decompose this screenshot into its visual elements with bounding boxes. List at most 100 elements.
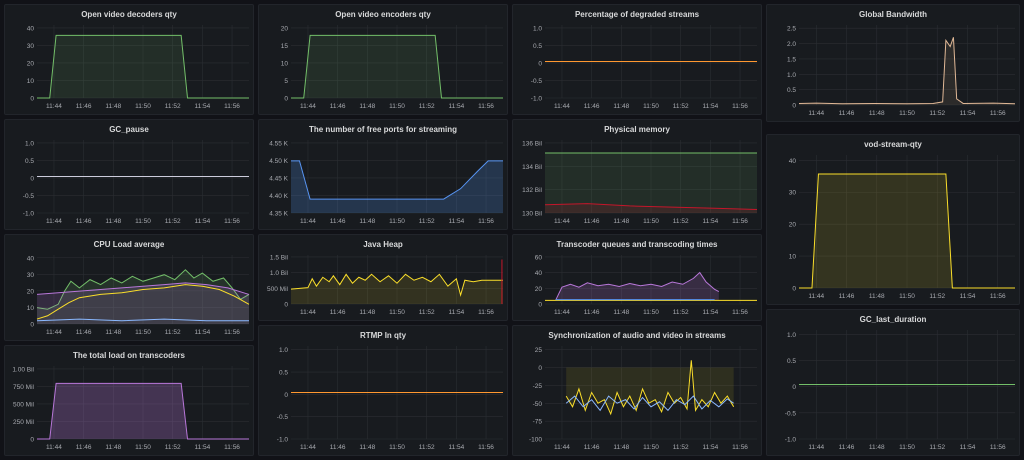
y-tick-label: 0 [792,103,796,110]
panel-title[interactable]: RTMP In qty [359,331,407,340]
series-line-1[interactable] [544,203,758,210]
y-tick-label: -0.5 [531,78,543,85]
panel-title[interactable]: The number of free ports for streaming [308,125,458,134]
panel-p-mem[interactable]: Physical memory 130 Bil 132 Bil 134 Bil 136 … [512,119,762,230]
y-tick-label: 0 [284,302,288,309]
x-tick-label: 11:44 [554,218,570,225]
series-line-0[interactable] [36,269,250,310]
x-tick-label: 11:54 [702,309,718,316]
x-tick-label: 11:50 [389,309,405,316]
x-tick-label: 11:46 [839,293,855,300]
panel-p-bw[interactable]: Global Bandwidth 0 0.5 1.0 1.5 2.0 2.5 11:44 11:… [766,4,1020,122]
y-tick-label: 40 [535,270,543,277]
x-tick-label: 11:46 [76,329,92,336]
x-tick-label: 11:54 [194,218,210,225]
x-tick-label: 11:44 [46,444,62,451]
series-line-0[interactable] [565,360,735,416]
series-line-0[interactable] [798,37,1016,105]
x-tick-label: 11:46 [839,444,855,451]
x-tick-label: 11:48 [359,103,375,110]
panel-p-trans[interactable]: Transcoder queues and transcoding times 0… [512,234,762,321]
panel-title[interactable]: GC_last_duration [859,315,927,324]
panel-p-vod[interactable]: vod-stream-qty 0 10 20 30 40 11:44 11:46 11:48 11… [766,134,1020,305]
y-tick-label: 10 [789,254,797,261]
x-tick-label: 11:48 [105,329,121,336]
panel-title[interactable]: GC_pause [109,125,149,134]
y-tick-label: 250 Mil [13,419,35,426]
series-line-0[interactable] [799,173,1015,289]
panel-p-dec[interactable]: Open video decoders qty 0 10 20 30 40 11:44 11:… [4,4,254,115]
panel-title[interactable]: Transcoder queues and transcoding times [556,240,718,249]
x-tick-label: 11:46 [76,103,92,110]
y-tick-label: -50 [533,401,543,408]
panel-title[interactable]: Open video decoders qty [81,10,177,19]
x-tick-label: 11:50 [643,309,659,316]
series-line-2[interactable] [36,284,250,320]
panel-p-heap[interactable]: Java Heap 0 500 Mil 1.0 Bil 1.5 Bil 11:44 11:4… [258,234,508,321]
x-tick-label: 11:46 [330,444,346,451]
series-fill [37,282,249,324]
panel-title[interactable]: Synchronization of audio and video in st… [548,331,726,340]
panel-title[interactable]: Percentage of degraded streams [574,10,700,19]
panel-p-gc[interactable]: GC_pause -1.0 -0.5 0 0.5 1.0 11:44 11:46 11:48 11… [4,119,254,230]
series-line-0[interactable] [555,271,720,301]
panel-p-gcl[interactable]: GC_last_duration -1.0 -0.5 0 0.5 1.0 11:44 11:4… [766,309,1020,456]
x-tick-label: 11:52 [673,444,689,451]
y-tick-label: -0.5 [785,410,797,417]
y-tick-label: 0 [284,392,288,399]
x-tick-label: 11:44 [300,103,316,110]
x-tick-label: 11:56 [224,103,240,110]
series-line-3[interactable] [36,318,249,322]
x-tick-label: 11:56 [224,218,240,225]
x-tick-label: 11:52 [673,309,689,316]
series-fill [799,174,1015,288]
x-tick-label: 11:48 [613,444,629,451]
series-line-0[interactable] [37,382,249,440]
x-tick-label: 11:48 [869,293,885,300]
x-tick-label: 11:54 [448,444,464,451]
x-tick-label: 11:46 [584,103,600,110]
y-tick-label: -75 [533,419,543,426]
panel-p-sync[interactable]: Synchronization of audio and video in st… [512,325,762,456]
panel-title[interactable]: Global Bandwidth [859,10,927,19]
x-tick-label: 11:44 [300,218,316,225]
panel-title[interactable]: Open video encoders qty [335,10,431,19]
y-tick-label: 0 [30,175,34,182]
panel-title[interactable]: vod-stream-qty [864,140,922,149]
x-tick-label: 11:54 [194,444,210,451]
panel-p-ports[interactable]: The number of free ports for streaming 4.… [258,119,508,230]
panel-title[interactable]: Java Heap [363,240,403,249]
x-tick-label: 11:52 [165,218,181,225]
x-tick-label: 11:50 [899,444,915,451]
panel-title[interactable]: The total load on transcoders [72,351,185,360]
y-tick-label: 750 Mil [13,384,35,391]
panel-p-load[interactable]: The total load on transcoders 0 250 Mil 500… [4,345,254,456]
series-line-1[interactable] [36,282,250,295]
x-tick-label: 11:56 [732,103,748,110]
x-tick-label: 11:56 [990,110,1006,117]
y-tick-label: 30 [27,272,35,279]
panel-p-cpu[interactable]: CPU Load average 0 10 20 30 40 11:44 11:46 11:48… [4,234,254,341]
y-tick-label: 0 [538,365,542,372]
y-tick-label: -1.0 [785,437,797,444]
series-line-0[interactable] [290,273,503,297]
series-line-0[interactable] [37,34,249,99]
panel-title[interactable]: Physical memory [604,125,670,134]
x-tick-label: 11:48 [359,218,375,225]
y-tick-label: -1.0 [531,96,543,103]
y-tick-label: 15 [281,43,289,50]
y-tick-label: 500 Mil [267,286,289,293]
series-line-0[interactable] [291,160,503,200]
x-tick-label: 11:48 [613,309,629,316]
panel-p-enc[interactable]: Open video encoders qty 0 5 10 15 20 11:44 11:4… [258,4,508,115]
panel-title[interactable]: CPU Load average [93,240,165,249]
x-tick-label: 11:44 [554,309,570,316]
y-tick-label: 10 [27,78,35,85]
series-line-0[interactable] [291,34,503,99]
x-tick-label: 11:52 [419,444,435,451]
x-tick-label: 11:56 [478,218,494,225]
y-tick-label: 1.0 Bil [270,270,289,277]
panel-p-rtmp[interactable]: RTMP In qty -1.0 -0.5 0 0.5 1.0 11:44 11:46 11:4… [258,325,508,456]
panel-p-degr[interactable]: Percentage of degraded streams -1.0 -0.5 0 0… [512,4,762,115]
series-line-1[interactable] [565,395,734,412]
